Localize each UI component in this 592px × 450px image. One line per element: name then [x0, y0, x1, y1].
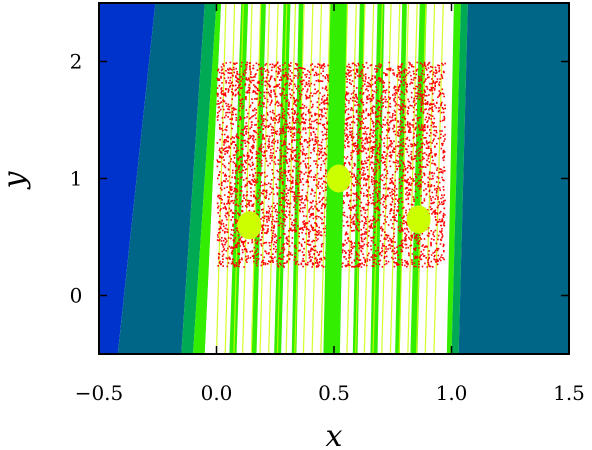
thin-line-16 — [355, 3, 366, 354]
yellow-point-0 — [326, 164, 351, 193]
thin-line-18 — [372, 3, 383, 354]
x-tick-label-1: 0.0 — [201, 381, 233, 405]
region-3 — [193, 3, 222, 354]
thin-line-6 — [268, 3, 279, 354]
y-tick-label-1: 1 — [70, 167, 83, 191]
region-7 — [458, 3, 569, 354]
thin-line-11 — [311, 3, 323, 354]
region-5 — [446, 3, 461, 354]
x-tick-label-4: 1.5 — [553, 381, 585, 405]
thin-line-23 — [415, 3, 427, 354]
x-tick-label-0: −0.5 — [75, 381, 124, 405]
thin-line-8 — [285, 3, 297, 354]
y-tick-labels: 0 1 2 — [70, 50, 83, 308]
y-axis-label: y — [0, 170, 32, 190]
yellow-point-1 — [237, 211, 262, 240]
thin-line-20 — [389, 3, 401, 354]
scatter-points — [216, 61, 446, 268]
thin-line-0 — [215, 3, 227, 354]
thin-line-17 — [363, 3, 375, 354]
thin-line-1 — [224, 3, 236, 354]
green-stripe-6 — [395, 3, 407, 354]
x-tick-label-2: 0.5 — [318, 381, 350, 405]
region-2 — [181, 3, 217, 354]
yellow-point-2 — [406, 205, 431, 234]
thin-line-12 — [320, 3, 331, 354]
thin-line-10 — [302, 3, 314, 354]
x-tick-label-3: 1.0 — [436, 381, 468, 405]
thin-line-22 — [407, 3, 418, 354]
y-tick-label-2: 2 — [70, 50, 83, 74]
axis-ticks — [98, 3, 570, 354]
green-stripe-1 — [251, 3, 266, 354]
thin-line-21 — [398, 3, 410, 354]
region-1 — [117, 3, 205, 354]
x-tick-labels: −0.5 0.0 0.5 1.0 1.5 — [75, 381, 585, 405]
thin-line-15 — [346, 3, 357, 354]
yellow-points — [237, 164, 431, 240]
y-tick-label-0: 0 — [70, 284, 83, 308]
region-0 — [99, 3, 156, 354]
thin-line-4 — [250, 3, 262, 354]
red-scatter — [216, 61, 446, 268]
plot-area — [99, 3, 569, 354]
thin-line-5 — [259, 3, 270, 354]
region-6 — [451, 3, 468, 354]
x-axis-label: x — [326, 419, 343, 450]
